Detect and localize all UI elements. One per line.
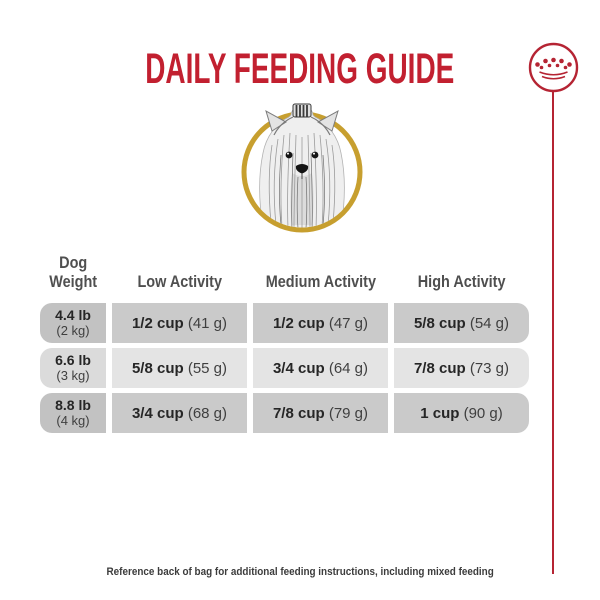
weight-cell: 4.4 lb (2 kg) — [40, 303, 106, 343]
weight-lb: 8.8 lb — [55, 397, 91, 414]
serving-cell-low: 5/8 cup (55 g) — [112, 348, 247, 388]
serving-cell-medium: 7/8 cup (79 g) — [253, 393, 388, 433]
column-header-high-activity: High Activity — [417, 272, 506, 292]
footer-note: Reference back of bag for additional fee… — [106, 566, 494, 578]
hair-bow-icon — [292, 103, 312, 118]
dog-illustration — [232, 95, 372, 245]
serving-cell-low: 3/4 cup (68 g) — [112, 393, 247, 433]
weight-lb: 4.4 lb — [55, 307, 91, 324]
page-title-text: DAILY FEEDING GUIDE — [145, 45, 455, 93]
royal-canin-logo — [527, 41, 580, 94]
yorkshire-terrier-icon — [241, 103, 363, 233]
weight-lb: 6.6 lb — [55, 352, 91, 369]
weight-cell: 8.8 lb (4 kg) — [40, 393, 106, 433]
serving-cell-high: 5/8 cup (54 g) — [394, 303, 529, 343]
column-header-medium-activity: Medium Activity — [265, 272, 376, 292]
vertical-rule — [552, 92, 554, 574]
column-header-low-activity: Low Activity — [137, 272, 222, 292]
page-title: DAILY FEEDING GUIDE — [0, 45, 600, 94]
column-header-dog-weight: Dog Weight — [40, 245, 106, 298]
dog-weight-line2: Weight — [49, 272, 97, 292]
crown-icon — [528, 42, 579, 93]
weight-kg: (2 kg) — [56, 322, 90, 338]
serving-cell-medium: 3/4 cup (64 g) — [253, 348, 388, 388]
serving-cell-high: 7/8 cup (73 g) — [394, 348, 529, 388]
serving-cell-medium: 1/2 cup (47 g) — [253, 303, 388, 343]
serving-cell-high: 1 cup (90 g) — [394, 393, 529, 433]
dog-weight-line1: Dog — [58, 252, 88, 272]
weight-kg: (3 kg) — [56, 367, 90, 383]
weight-kg: (4 kg) — [56, 412, 90, 428]
serving-cell-low: 1/2 cup (41 g) — [112, 303, 247, 343]
weight-cell: 6.6 lb (3 kg) — [40, 348, 106, 388]
feeding-table: Dog Weight Low Activity Medium Activity H… — [40, 245, 529, 433]
